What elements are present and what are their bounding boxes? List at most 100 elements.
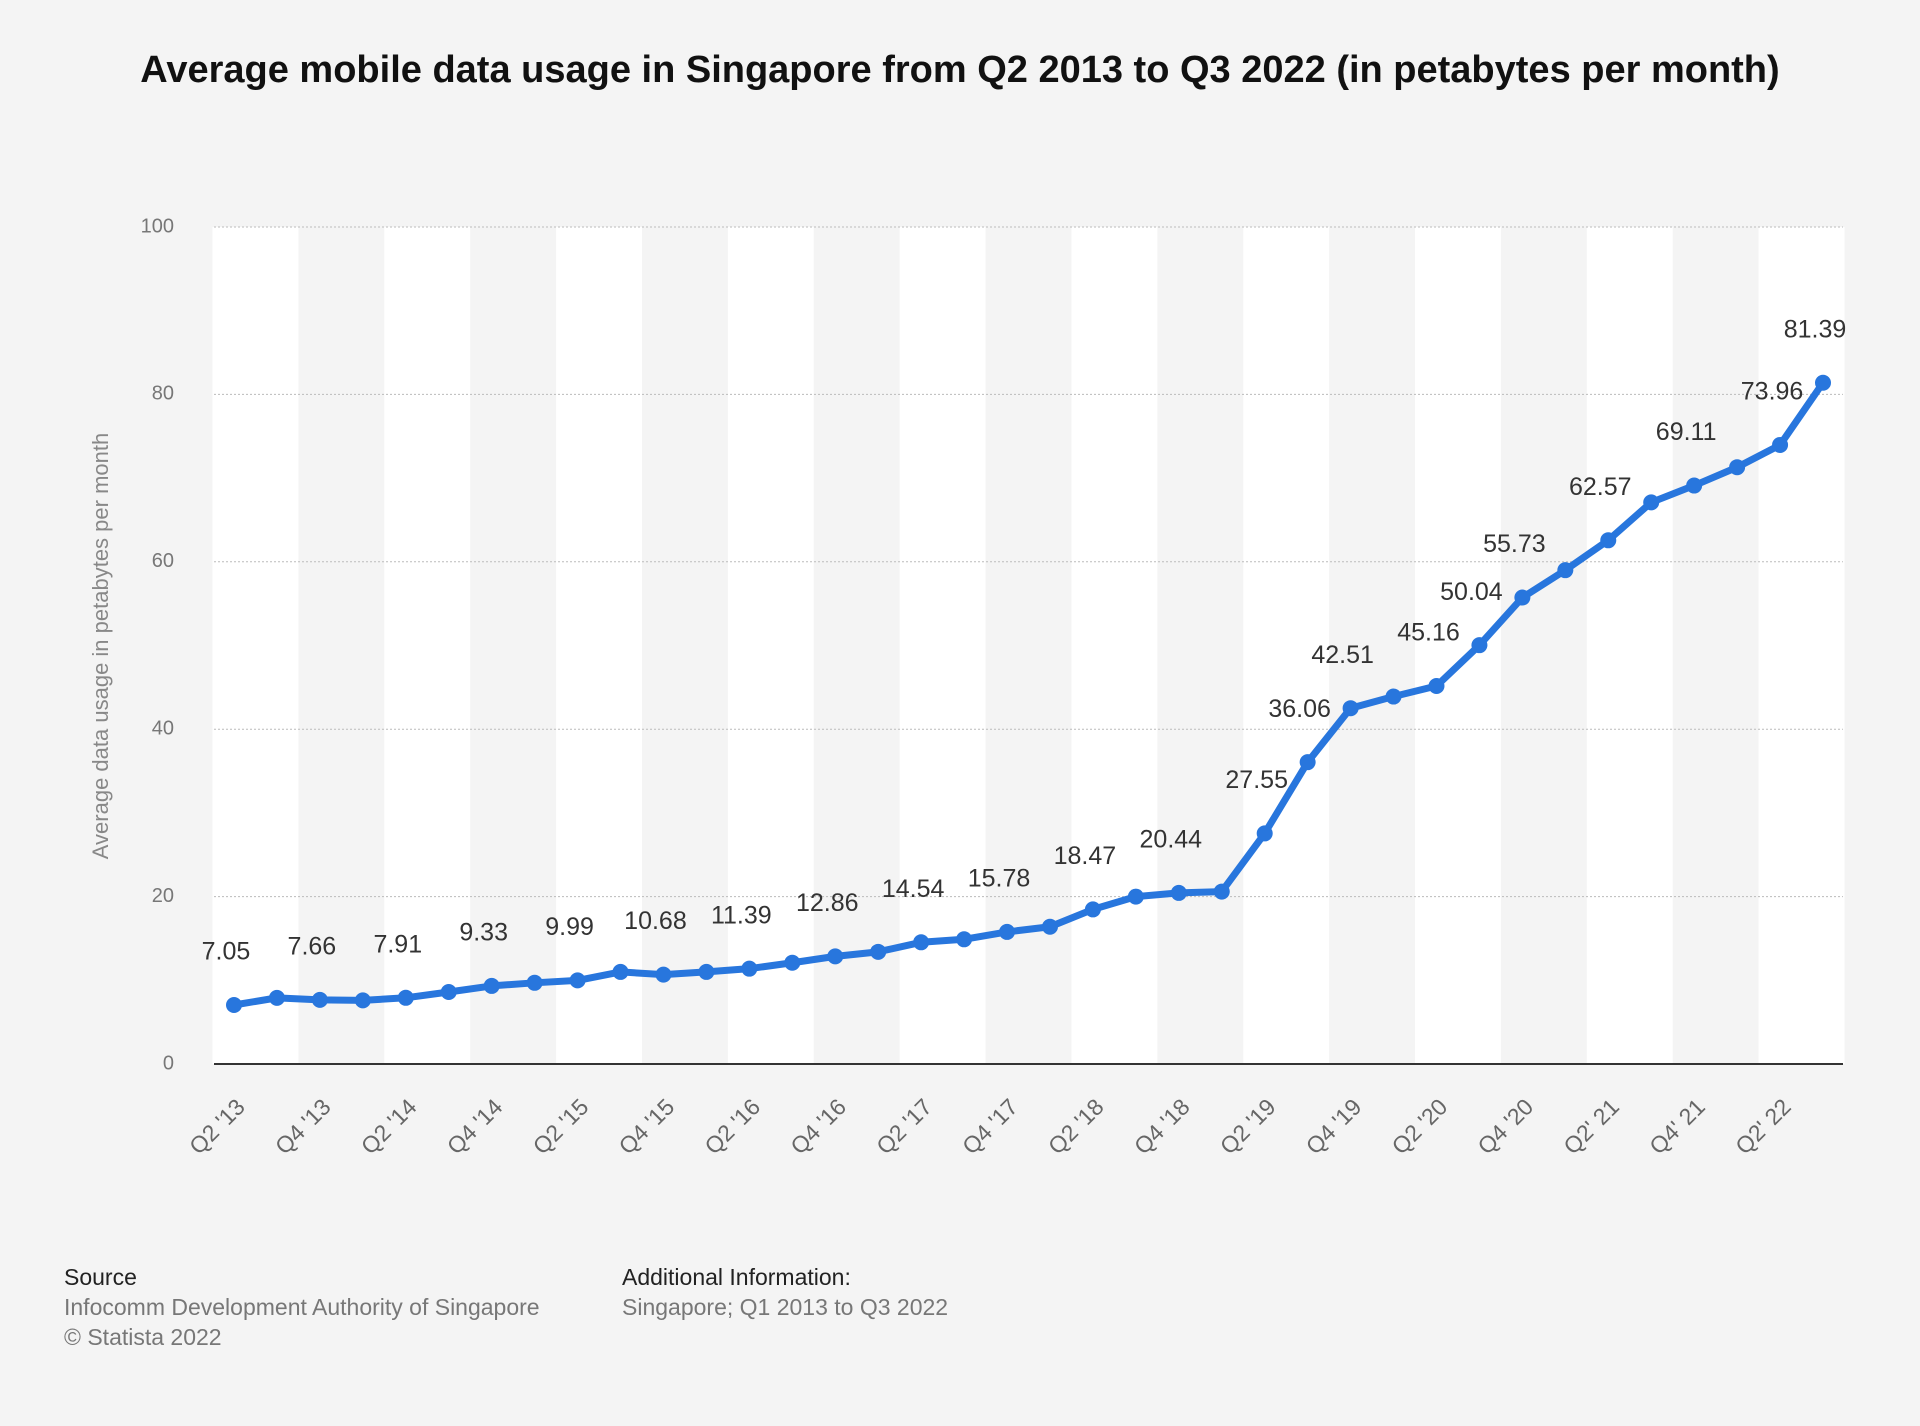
- data-point: [741, 960, 758, 977]
- y-tick-label: 0: [163, 1052, 174, 1074]
- x-tick-label: Q4 '20: [1472, 1093, 1538, 1159]
- data-label: 9.33: [459, 919, 508, 947]
- data-label: 20.44: [1140, 826, 1203, 854]
- x-tick-label: Q4 '19: [1301, 1093, 1367, 1159]
- copyright: © Statista 2022: [64, 1324, 222, 1350]
- data-point: [999, 923, 1016, 940]
- data-label: 7.91: [373, 930, 422, 958]
- data-point: [1299, 754, 1316, 771]
- x-tick-label: Q2' 22: [1730, 1093, 1796, 1159]
- x-tick-label: Q2 '13: [184, 1093, 250, 1159]
- data-label: 9.99: [545, 913, 594, 941]
- x-tick-label: Q4 '15: [613, 1093, 679, 1159]
- data-point: [1815, 374, 1831, 391]
- data-label: 81.39: [1784, 315, 1847, 343]
- x-tick-label: Q4 '18: [1129, 1093, 1195, 1159]
- data-point: [1127, 888, 1144, 905]
- data-point: [268, 989, 285, 1006]
- data-point: [483, 977, 500, 994]
- data-label: 42.51: [1311, 641, 1374, 669]
- band: [212, 227, 299, 1064]
- data-point: [1600, 532, 1617, 549]
- data-label: 45.16: [1397, 619, 1460, 647]
- info-title: Additional Information:: [622, 1264, 851, 1290]
- data-label: 7.05: [202, 938, 251, 966]
- data-point: [226, 996, 242, 1013]
- source-title: Source: [64, 1264, 137, 1290]
- data-point: [1471, 637, 1488, 654]
- data-label: 10.68: [624, 907, 687, 935]
- data-point: [1557, 562, 1574, 579]
- chart-title: Average mobile data usage in Singapore f…: [140, 49, 1780, 91]
- data-point: [1385, 688, 1402, 705]
- data-point: [1772, 436, 1789, 453]
- x-tick-label: Q2 '14: [356, 1093, 422, 1159]
- data-label: 69.11: [1656, 418, 1717, 446]
- x-tick-label: Q4 '13: [270, 1093, 336, 1159]
- y-tick-label: 60: [152, 550, 174, 572]
- data-point: [827, 948, 844, 965]
- x-tick-label: Q4 '16: [785, 1093, 851, 1159]
- x-tick-label: Q2 '17: [871, 1093, 937, 1159]
- data-point: [698, 963, 715, 980]
- data-label: 73.96: [1741, 378, 1804, 406]
- y-axis-label: Average data usage in petabytes per mont…: [88, 433, 113, 859]
- data-label: 36.06: [1268, 695, 1331, 723]
- x-tick-label: Q2 '20: [1387, 1093, 1453, 1159]
- data-point: [1342, 700, 1359, 717]
- data-point: [1428, 678, 1445, 695]
- source: Infocomm Development Authority of Singap…: [64, 1294, 540, 1320]
- data-label: 62.57: [1569, 473, 1632, 501]
- x-tick-label: Q4 '14: [442, 1093, 508, 1159]
- band: [1758, 227, 1845, 1064]
- info: Singapore; Q1 2013 to Q3 2022: [622, 1294, 949, 1320]
- data-label: 50.04: [1440, 578, 1503, 606]
- data-point: [1514, 589, 1531, 606]
- y-tick-label: 40: [152, 717, 174, 739]
- data-point: [354, 992, 371, 1009]
- y-tick-label: 100: [141, 215, 174, 237]
- data-label: 7.66: [288, 932, 337, 960]
- band: [899, 227, 986, 1064]
- data-point: [526, 974, 543, 991]
- band: [384, 227, 471, 1064]
- data-point: [1041, 918, 1058, 935]
- data-label: 18.47: [1054, 842, 1117, 870]
- data-point: [1084, 901, 1101, 918]
- data-point: [397, 989, 414, 1006]
- data-point: [1256, 825, 1273, 842]
- data-point: [956, 931, 973, 948]
- data-point: [655, 966, 672, 983]
- data-point: [1170, 884, 1187, 901]
- band: [1586, 227, 1673, 1064]
- x-tick-label: Q2 '18: [1043, 1093, 1109, 1159]
- data-point: [440, 984, 457, 1001]
- data-label: 14.54: [882, 875, 945, 903]
- data-point: [1213, 883, 1230, 900]
- data-label: 11.39: [711, 901, 772, 929]
- data-point: [1729, 459, 1746, 476]
- band: [1243, 227, 1330, 1064]
- data-point: [612, 963, 629, 980]
- band: [1071, 227, 1158, 1064]
- data-point: [569, 972, 586, 989]
- x-tick-label: Q4 '17: [957, 1093, 1023, 1159]
- x-tick-label: Q2 '16: [699, 1093, 765, 1159]
- band: [727, 227, 814, 1064]
- data-point: [1643, 494, 1660, 511]
- band: [556, 227, 642, 1064]
- data-label: 27.55: [1225, 766, 1288, 794]
- data-label: 12.86: [796, 889, 859, 917]
- x-tick-label: Q2 '19: [1215, 1093, 1281, 1159]
- y-tick-label: 20: [152, 885, 174, 907]
- x-tick-label: Q4' 21: [1644, 1093, 1710, 1159]
- data-point: [311, 991, 328, 1008]
- data-point: [870, 943, 887, 960]
- data-label: 55.73: [1483, 530, 1546, 558]
- data-point: [1686, 477, 1703, 494]
- data-label: 15.78: [968, 865, 1031, 893]
- x-tick-label: Q2 '15: [528, 1093, 594, 1159]
- data-point: [913, 934, 930, 951]
